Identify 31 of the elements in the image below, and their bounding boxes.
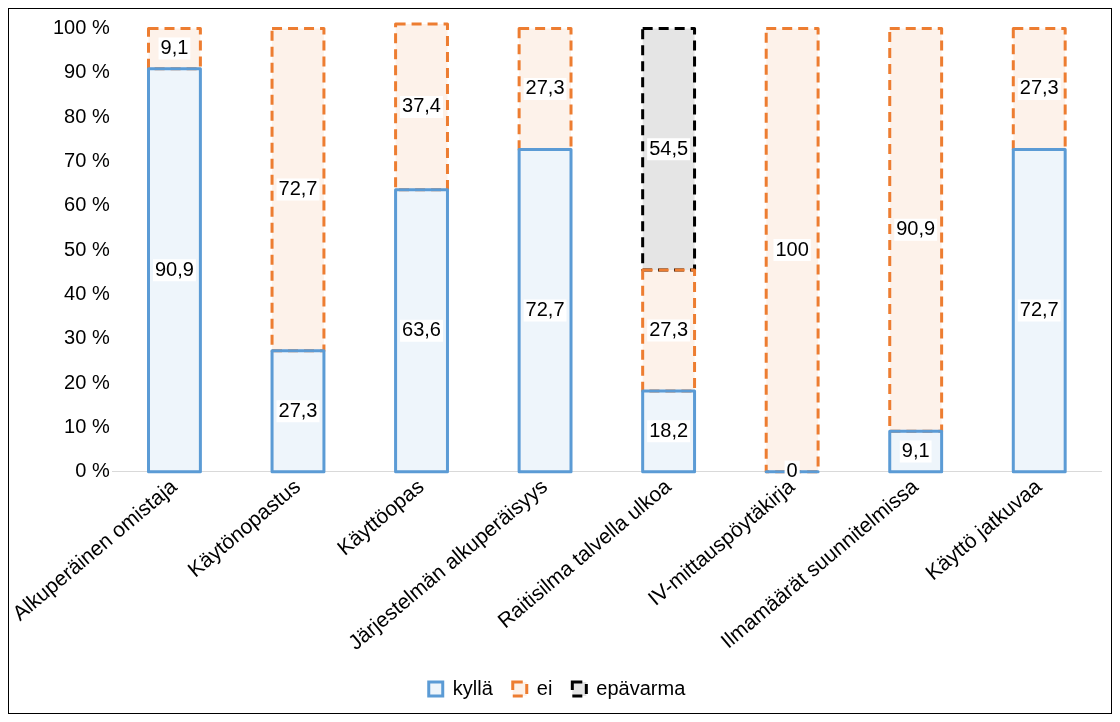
data-label: 27,3 bbox=[649, 318, 689, 340]
data-label: 27,3 bbox=[1019, 76, 1059, 99]
y-tick-label: 80 % bbox=[64, 104, 110, 127]
data-label: 100 bbox=[775, 237, 809, 260]
data-label: 27,3 bbox=[525, 76, 565, 99]
data-label: 63,6 bbox=[402, 318, 441, 341]
data-label: 9,1 bbox=[901, 439, 930, 461]
data-label: 18,2 bbox=[649, 418, 689, 441]
data-label: 72,7 bbox=[525, 298, 565, 321]
y-tick-label: 10 % bbox=[64, 414, 110, 437]
data-label: 72,7 bbox=[1019, 298, 1059, 321]
y-tick-label: 90 % bbox=[64, 60, 110, 83]
data-label: 90,9 bbox=[154, 257, 194, 280]
data-label: 72,7 bbox=[278, 177, 318, 200]
y-tick-label: 0 % bbox=[75, 459, 110, 482]
y-tick-label: 40 % bbox=[64, 281, 110, 304]
y-tick-label: 50 % bbox=[64, 237, 110, 260]
y-tick-label: 30 % bbox=[64, 326, 110, 349]
data-label: 0 bbox=[786, 459, 798, 482]
data-label: 37,4 bbox=[402, 94, 441, 117]
data-label: 9,1 bbox=[160, 36, 189, 59]
legend-label: kyllä bbox=[452, 676, 494, 699]
data-label: 27,3 bbox=[278, 398, 318, 421]
legend-label: epävarma bbox=[596, 676, 687, 699]
data-label: 90,9 bbox=[896, 217, 936, 240]
y-tick-label: 100 % bbox=[52, 15, 110, 38]
data-label: 54,5 bbox=[649, 136, 689, 159]
y-tick-label: 60 % bbox=[64, 193, 110, 216]
y-tick-label: 70 % bbox=[64, 148, 110, 171]
y-tick-label: 20 % bbox=[64, 370, 110, 393]
legend-label: ei bbox=[536, 676, 553, 699]
